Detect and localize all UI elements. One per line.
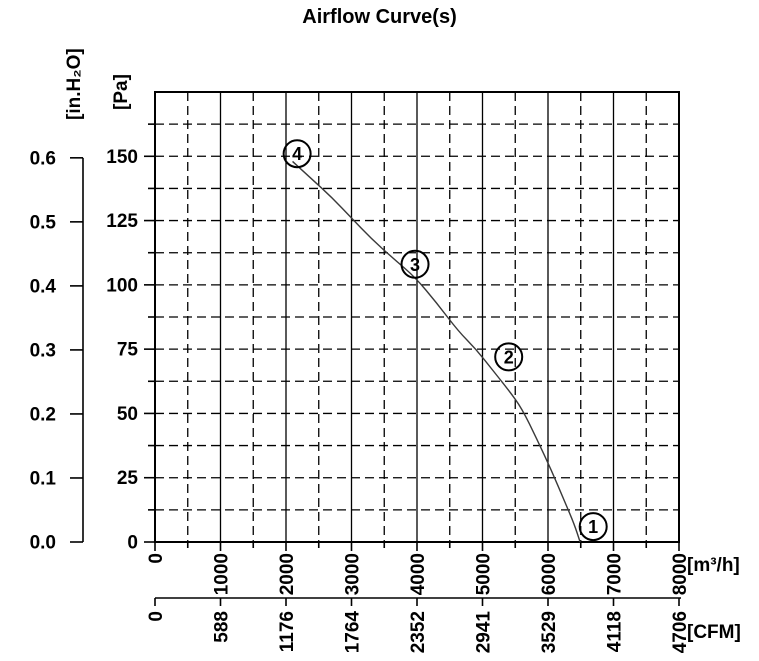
operating-point-circle — [578, 512, 608, 542]
m3h-tick-label: 4000 — [408, 553, 429, 595]
cfm-tick-label: 3529 — [539, 611, 560, 653]
cfm-tick-label: 0 — [146, 611, 167, 622]
grid — [155, 92, 679, 542]
m3h-tick-label: 3000 — [343, 553, 364, 595]
cfm-tick-label: 2352 — [408, 611, 429, 653]
operating-point-number: 4 — [292, 144, 302, 164]
m3h-tick-label: 2000 — [277, 553, 298, 595]
pa-tick-label: 75 — [117, 340, 139, 361]
operating-point-1: 1 — [578, 512, 608, 542]
pa-tick-label: 25 — [117, 468, 139, 489]
pa-axis — [144, 123, 155, 543]
inh2o-tick-label: 0.3 — [30, 340, 56, 361]
m3h-axis — [154, 542, 680, 551]
airflow-curve — [292, 160, 581, 543]
pa-tick-label: 50 — [117, 404, 138, 425]
m3h-tick-label: 1000 — [212, 553, 233, 595]
operating-point-number: 1 — [588, 517, 598, 537]
inh2o-tick-label: 0.6 — [30, 148, 56, 169]
m3h-tick-label: 0 — [146, 553, 167, 564]
m3h-tick-label: 7000 — [605, 553, 626, 595]
pa-tick-label: 125 — [106, 211, 138, 232]
chart-title: Airflow Curve(s) — [302, 6, 457, 28]
cfm-tick-label: 1764 — [343, 611, 364, 654]
pa-tick-label: 0 — [127, 533, 138, 554]
operating-point-3: 3 — [400, 249, 430, 279]
m3h-tick-label: 5000 — [474, 553, 495, 595]
pa-tick-label: 150 — [106, 147, 138, 168]
operating-point-circle — [400, 249, 430, 279]
cfm-tick-label: 4118 — [605, 611, 626, 652]
inh2o-tick-label: 0.0 — [30, 533, 56, 554]
inh2o-tick-label: 0.4 — [30, 276, 57, 297]
inh2o-tick-label: 0.1 — [30, 468, 57, 489]
cfm-unit-label: [CFM] — [687, 622, 741, 643]
cfm-tick-label: 2941 — [474, 611, 495, 654]
cfm-tick-label: 1176 — [277, 611, 298, 652]
pa-unit-label: [Pa] — [111, 74, 132, 110]
operating-point-circle — [282, 139, 312, 169]
pa-tick-label: 100 — [106, 275, 138, 296]
cfm-tick-label: 588 — [212, 611, 233, 643]
m3h-tick-label: 8000 — [670, 553, 691, 595]
inh2o-tick-label: 0.2 — [30, 404, 56, 425]
operating-point-circle — [494, 342, 524, 372]
operating-point-2: 2 — [494, 342, 524, 372]
operating-point-4: 4 — [282, 139, 312, 169]
m3h-unit-label: [m³/h] — [687, 555, 740, 576]
cfm-tick-label: 4706 — [670, 611, 691, 653]
operating-point-number: 2 — [504, 347, 514, 367]
operating-point-number: 3 — [410, 255, 420, 275]
inh2o-tick-label: 0.5 — [30, 212, 57, 233]
m3h-tick-label: 6000 — [539, 553, 560, 595]
inh2o-axis — [70, 157, 84, 543]
inh2o-unit-label: [in.H₂O] — [64, 48, 85, 120]
cfm-axis — [154, 597, 681, 606]
